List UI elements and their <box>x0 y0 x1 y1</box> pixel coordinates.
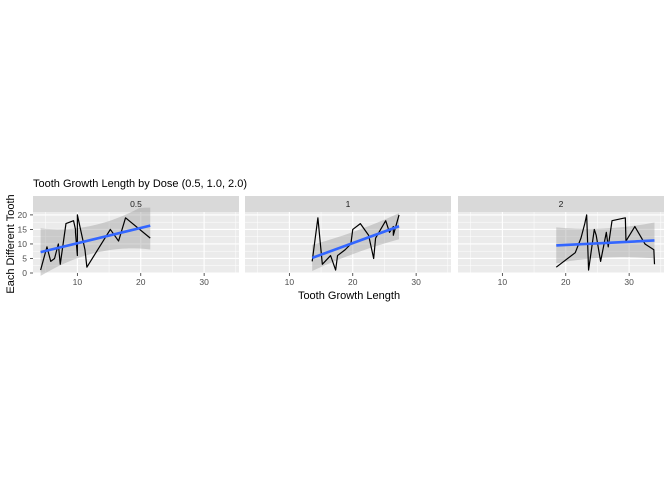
x-tick-label: 30 <box>624 277 634 287</box>
x-tick-label: 30 <box>411 277 421 287</box>
y-tick-label: 20 <box>18 210 28 220</box>
facet-panel: 1 10 20 30 <box>245 196 451 287</box>
trend-line <box>40 224 151 254</box>
x-tick-label: 20 <box>348 277 358 287</box>
facet-strip <box>458 196 664 212</box>
x-tick-label: 20 <box>561 277 571 287</box>
x-tick-label: 10 <box>498 277 508 287</box>
trend-line <box>311 225 400 260</box>
facet-strip <box>33 196 239 212</box>
x-tick-label: 10 <box>285 277 295 287</box>
trend-line <box>556 239 655 247</box>
y-tick-label: 15 <box>18 224 28 234</box>
facet-panels: 0.5 10 20 30 1 10 20 30 2 10 20 30 <box>33 196 664 287</box>
y-axis: 0 5 10 15 20 <box>18 210 33 278</box>
facet-strip-label: 2 <box>559 199 564 209</box>
facet-panel: 2 10 20 30 <box>458 196 664 287</box>
y-tick-label: 5 <box>22 253 27 263</box>
y-tick-label: 10 <box>18 239 28 249</box>
facet-strip <box>245 196 451 212</box>
chart-title: Tooth Growth Length by Dose (0.5, 1.0, 2… <box>33 178 247 190</box>
facet-strip-label: 1 <box>346 199 351 209</box>
data-line <box>40 214 151 271</box>
y-tick-label: 0 <box>22 268 27 278</box>
x-tick-label: 10 <box>73 277 83 287</box>
x-tick-label: 30 <box>199 277 209 287</box>
x-tick-label: 20 <box>136 277 146 287</box>
facet-panel: 0.5 10 20 30 <box>33 196 239 287</box>
data-line <box>555 214 656 271</box>
y-axis-title: Each Different Tooth <box>5 194 17 293</box>
data-line <box>311 214 400 271</box>
facet-strip-label: 0.5 <box>130 199 142 209</box>
x-axis-title: Tooth Growth Length <box>298 290 400 302</box>
